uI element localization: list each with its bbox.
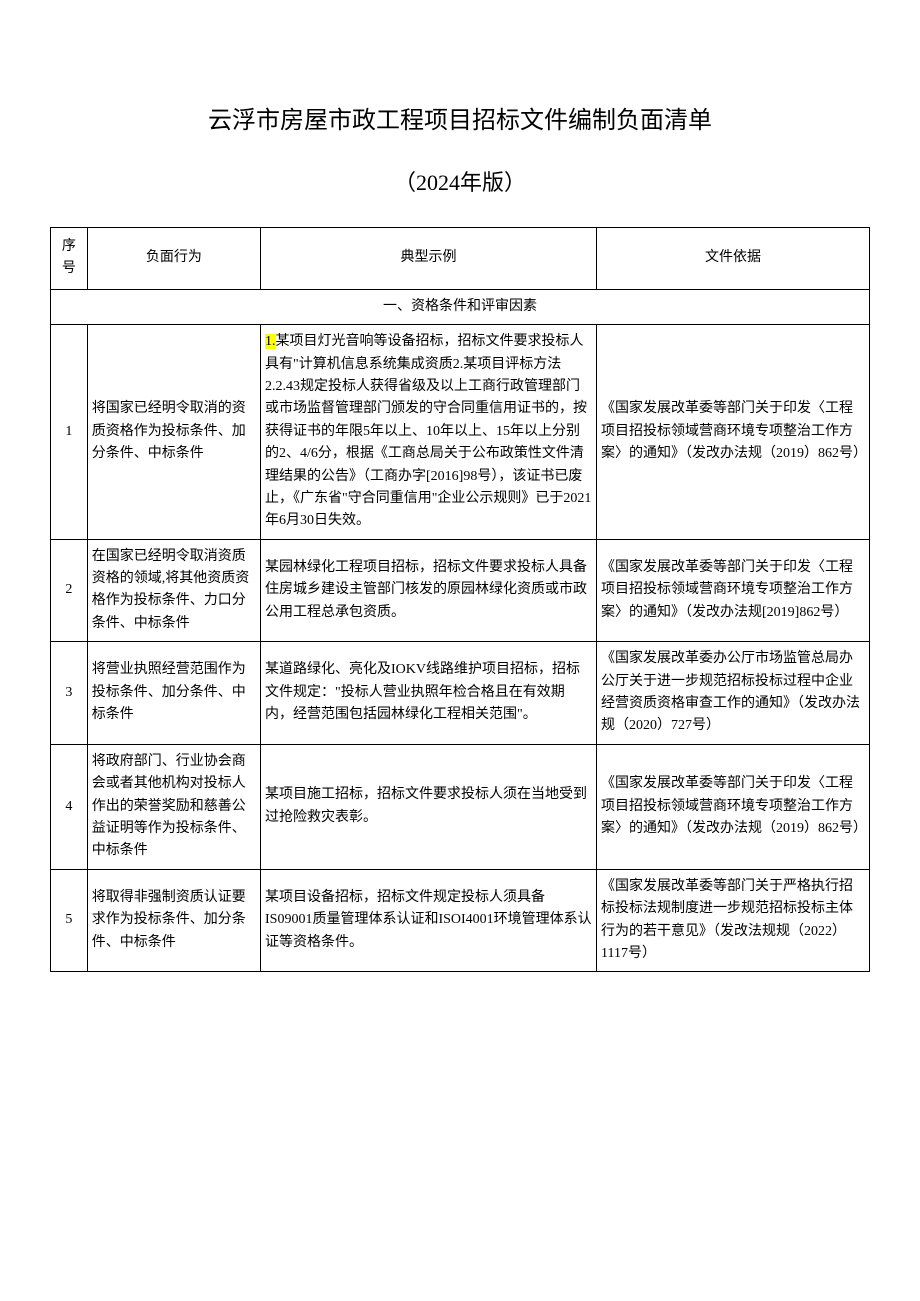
negative-list-table: 序号 负面行为 典型示例 文件依据 一、资格条件和评审因素 1 将国家已经明令取… <box>50 227 870 972</box>
row-seq: 2 <box>51 539 88 642</box>
table-header-row: 序号 负面行为 典型示例 文件依据 <box>51 228 870 290</box>
row-basis: 《国家发展改革委等部门关于印发〈工程项目招投标领域营商环境专项整治工作方案〉的通… <box>597 744 870 869</box>
document-subtitle: （2024年版） <box>50 165 870 197</box>
row-basis: 《国家发展改革委等部门关于严格执行招标投标法规制度进一步规范招标投标主体行为的若… <box>597 869 870 972</box>
table-row: 4 将政府部门、行业协会商会或者其他机构对投标人作出的荣誉奖励和慈善公益证明等作… <box>51 744 870 869</box>
row-seq: 3 <box>51 642 88 745</box>
header-seq: 序号 <box>51 228 88 290</box>
row-behavior: 将营业执照经营范围作为投标条件、加分条件、中标条件 <box>87 642 260 745</box>
row-example: 1.某项目灯光音响等设备招标，招标文件要求投标人具有"计算机信息系统集成资质2.… <box>261 325 597 540</box>
row-example: 某道路绿化、亮化及IOKV线路维护项目招标，招标文件规定："投标人营业执照年检合… <box>261 642 597 745</box>
table-row: 3 将营业执照经营范围作为投标条件、加分条件、中标条件 某道路绿化、亮化及IOK… <box>51 642 870 745</box>
table-row: 2 在国家已经明令取消资质资格的领域,将其他资质资格作为投标条件、力口分条件、中… <box>51 539 870 642</box>
table-row: 5 将取得非强制资质认证要求作为投标条件、加分条件、中标条件 某项目设备招标，招… <box>51 869 870 972</box>
row-example: 某园林绿化工程项目招标，招标文件要求投标人具备住房城乡建设主管部门核发的原园林绿… <box>261 539 597 642</box>
header-behavior: 负面行为 <box>87 228 260 290</box>
header-example: 典型示例 <box>261 228 597 290</box>
row-seq: 1 <box>51 325 88 540</box>
row-behavior: 将取得非强制资质认证要求作为投标条件、加分条件、中标条件 <box>87 869 260 972</box>
section-title: 一、资格条件和评审因素 <box>51 289 870 324</box>
row-behavior: 在国家已经明令取消资质资格的领域,将其他资质资格作为投标条件、力口分条件、中标条… <box>87 539 260 642</box>
row-basis: 《国家发展改革委等部门关于印发〈工程项目招投标领域营商环境专项整治工作方案〉的通… <box>597 539 870 642</box>
row-basis: 《国家发展改革委等部门关于印发〈工程项目招投标领域营商环境专项整治工作方案〉的通… <box>597 325 870 540</box>
table-row: 1 将国家已经明令取消的资质资格作为投标条件、加分条件、中标条件 1.某项目灯光… <box>51 325 870 540</box>
highlight-text: 1. <box>265 334 276 349</box>
row-example: 某项目施工招标，招标文件要求投标人须在当地受到过抢险救灾表彰。 <box>261 744 597 869</box>
row-behavior: 将国家已经明令取消的资质资格作为投标条件、加分条件、中标条件 <box>87 325 260 540</box>
row-seq: 5 <box>51 869 88 972</box>
row-basis: 《国家发展改革委办公厅市场监管总局办公厅关于进一步规范招标投标过程中企业经营资质… <box>597 642 870 745</box>
document-title: 云浮市房屋市政工程项目招标文件编制负面清单 <box>50 100 870 135</box>
example-text: 某项目灯光音响等设备招标，招标文件要求投标人具有"计算机信息系统集成资质2.某项… <box>265 334 591 528</box>
header-basis: 文件依据 <box>597 228 870 290</box>
section-header-row: 一、资格条件和评审因素 <box>51 289 870 324</box>
row-behavior: 将政府部门、行业协会商会或者其他机构对投标人作出的荣誉奖励和慈善公益证明等作为投… <box>87 744 260 869</box>
row-seq: 4 <box>51 744 88 869</box>
row-example: 某项目设备招标，招标文件规定投标人须具备IS09001质量管理体系认证和ISOI… <box>261 869 597 972</box>
